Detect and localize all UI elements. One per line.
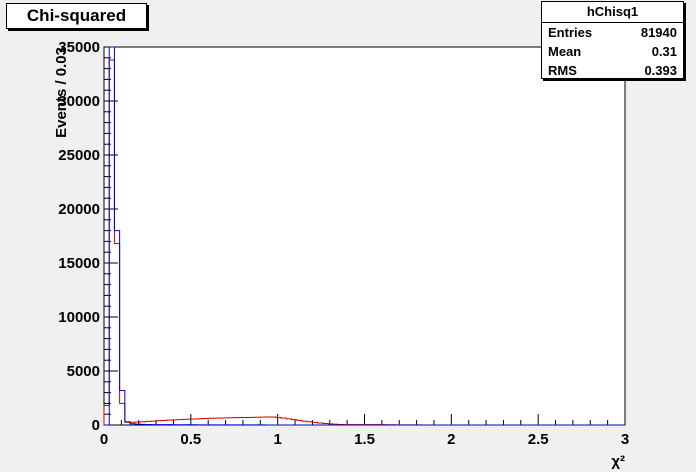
y-axis-title: Events / 0.03 (53, 47, 70, 138)
y-tick-label: 15000 (58, 255, 100, 272)
histogram-series-group (104, 46, 626, 426)
stats-row-mean: Mean 0.31 (542, 42, 683, 61)
stats-key: Entries (548, 25, 593, 40)
stats-value: 0.393 (644, 63, 677, 78)
x-tick-label: 2.5 (528, 431, 549, 448)
x-tick-label: 2 (447, 431, 455, 448)
stats-row-rms: RMS 0.393 (542, 61, 683, 80)
stats-row-entries: Entries 81940 (542, 23, 683, 42)
stats-value: 0.31 (651, 44, 677, 59)
axis-labels: 0 0.5 1 1.5 2 2.5 3 0 5000 10000 15000 20000 25000 30… (58, 39, 629, 448)
y-tick-label: 10000 (58, 309, 100, 326)
y-tick-label: 5000 (67, 363, 100, 380)
y-tick-label: 0 (92, 417, 100, 434)
y-tick-label: 20000 (58, 201, 100, 218)
plot-frame (103, 46, 626, 426)
x-tick-label: 3 (621, 431, 629, 448)
y-tick-label: 25000 (58, 147, 100, 164)
chart-title: Chi-squared (6, 3, 147, 29)
stats-value: 81940 (640, 25, 677, 40)
x-tick-label: 1 (273, 431, 281, 448)
x-tick-label: 0 (100, 431, 108, 448)
stats-title: hChisq1 (542, 2, 683, 23)
histogram-outline (104, 46, 626, 426)
stats-box: hChisq1 Entries 81940 Mean 0.31 RMS 0.39… (541, 1, 684, 79)
y-tick-label: 30000 (58, 93, 100, 110)
histogram-series (103, 46, 626, 426)
stats-key: Mean (548, 44, 582, 59)
y-tick-label: 35000 (58, 39, 100, 56)
x-tick-label: 1.5 (354, 431, 375, 448)
x-axis-title: χ² (611, 453, 625, 470)
x-tick-label: 0.5 (180, 431, 201, 448)
stats-key: RMS (548, 63, 577, 78)
